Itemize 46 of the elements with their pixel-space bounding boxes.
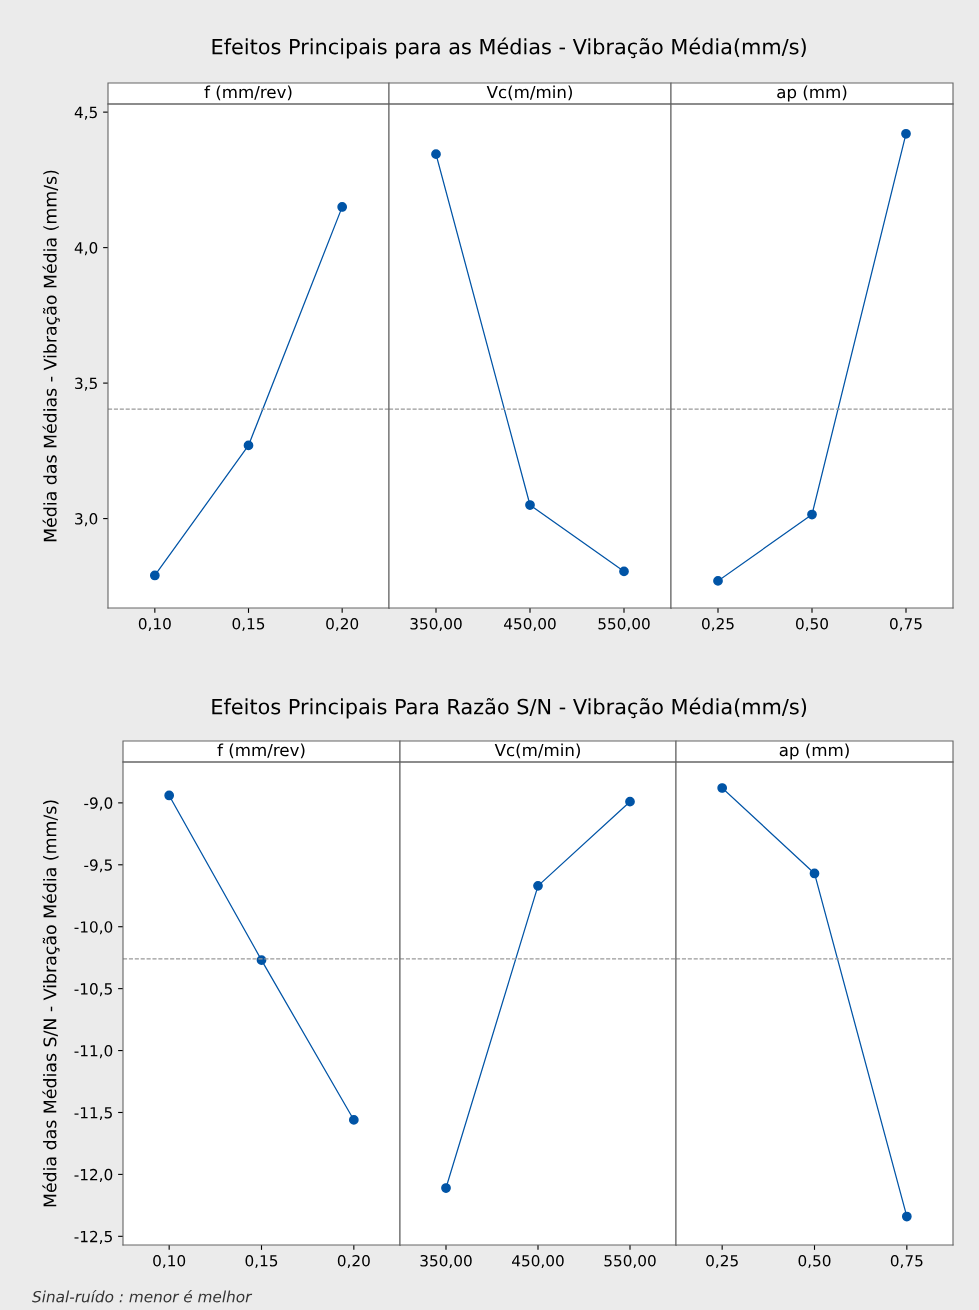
x-tick-label: 0,20: [337, 1254, 370, 1269]
y-tick-label: 3,0: [75, 513, 98, 527]
chart-title: ap (mm): [777, 85, 847, 102]
x-tick-label: 550,00: [598, 617, 650, 632]
x-tick-label: 0,75: [890, 1254, 923, 1269]
x-tick-label: 0,25: [702, 617, 734, 632]
x-tick-label: 0,50: [798, 1254, 831, 1269]
point: [243, 440, 254, 451]
x-tick-label: 350,00: [410, 617, 462, 632]
point: [149, 570, 160, 581]
x-tick-label: 0,75: [890, 617, 922, 632]
y-tick-label: -10,5: [74, 983, 112, 997]
x-tick-label: 0,20: [326, 617, 359, 632]
y-tick-label: -11,0: [74, 1045, 113, 1059]
x-tick-label: 0,15: [232, 617, 265, 632]
x-tick-label: 550,00: [604, 1254, 656, 1269]
point: [348, 1115, 359, 1125]
y-tick-label: -12,0: [74, 1168, 113, 1182]
x-tick-label: 350,00: [420, 1254, 472, 1269]
x-tick-label: 450,00: [504, 617, 556, 632]
y-tick-label: 4,0: [74, 242, 98, 256]
y-tick-label: -9,0: [84, 797, 113, 811]
y-tick-label: -11,5: [74, 1107, 112, 1121]
y-tick-label: 3,5: [75, 377, 97, 391]
chart-title: ap (mm): [779, 743, 849, 760]
point: [164, 790, 175, 801]
x-tick-label: 0,50: [796, 617, 828, 632]
x-tick-label: 0,10: [138, 617, 171, 632]
x-tick-label: 450,00: [512, 1254, 564, 1269]
chart-title: Vc(m/min): [494, 743, 580, 759]
y-tick-label: -9,5: [84, 859, 112, 873]
y-axis-title: Média das Médias S/N - Vibração Média (mm/s): [42, 800, 60, 1207]
x-tick-label: 0,25: [706, 1254, 738, 1269]
y-tick-label: 4,5: [74, 106, 97, 120]
text: Efeitos Principais Para Razão S/N - Vibração Média(mm/s): [212, 697, 807, 719]
chart-title: f (mm/rev): [217, 743, 305, 759]
text: Sinal-ruído : menor é melhor: [32, 1290, 253, 1303]
point: [337, 202, 348, 212]
x-tick-label: 0,15: [245, 1254, 278, 1269]
y-axis-title: Média das Médias - Vibração Média (mm/s): [42, 170, 60, 542]
x-tick-label: 0,10: [153, 1254, 186, 1269]
chart-title: f (mm/rev): [204, 85, 292, 101]
y-tick-label: -12,5: [74, 1230, 112, 1244]
y-tick-label: -10,0: [74, 921, 113, 935]
text: Efeitos Principais para as Médias - Vibração Média(mm/s): [212, 37, 806, 59]
chart-title: Vc(m/min): [486, 85, 572, 101]
